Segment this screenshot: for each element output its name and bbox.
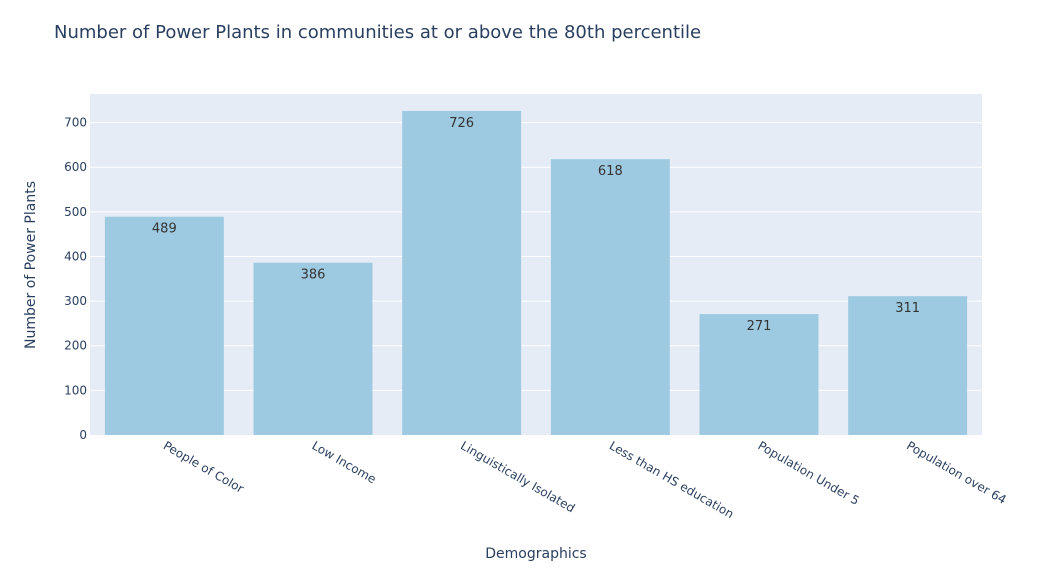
- data-labels: 489 386 726 618 271 311: [152, 116, 920, 334]
- x-tick-label: Low Income: [310, 438, 379, 486]
- x-tick-label: People of Color: [161, 438, 246, 495]
- chart-title: Number of Power Plants in communities at…: [54, 22, 701, 43]
- y-tick-label: 0: [79, 428, 87, 442]
- bar-value-label: 271: [747, 319, 772, 334]
- bar[interactable]: [253, 262, 373, 435]
- bar[interactable]: [104, 216, 224, 435]
- plot-area: [90, 94, 982, 435]
- bar-value-label: 618: [598, 164, 623, 179]
- y-tick-label: 700: [64, 116, 87, 130]
- bar-value-label: 489: [152, 222, 177, 237]
- bar-value-label: 311: [895, 301, 920, 316]
- y-tick-label: 100: [64, 383, 87, 397]
- bar[interactable]: [699, 314, 819, 435]
- bar[interactable]: [550, 159, 670, 435]
- x-axis-title: Demographics: [485, 546, 586, 562]
- bar[interactable]: [848, 296, 968, 435]
- bar-value-label: 386: [301, 268, 326, 283]
- y-tick-label: 600: [64, 160, 87, 174]
- y-axis-ticks: 0 100 200 300 400 500 600 700: [64, 116, 87, 442]
- x-tick-label: Population over 64: [904, 438, 1009, 506]
- x-axis-ticks: People of Color Low Income Linguistically …: [161, 438, 1009, 521]
- y-tick-label: 300: [64, 294, 87, 308]
- x-tick-label: Linguistically Isolated: [458, 438, 577, 515]
- y-tick-label: 400: [64, 249, 87, 263]
- bar-value-label: 726: [449, 116, 474, 131]
- bar[interactable]: [402, 110, 522, 436]
- y-tick-label: 500: [64, 205, 87, 219]
- x-tick-label: Less than HS education: [607, 438, 736, 521]
- y-axis-title: Number of Power Plants: [23, 181, 39, 349]
- y-tick-label: 200: [64, 339, 87, 353]
- y-gridlines: [90, 122, 982, 391]
- bars: [104, 110, 968, 436]
- x-tick-label: Population Under 5: [756, 438, 862, 507]
